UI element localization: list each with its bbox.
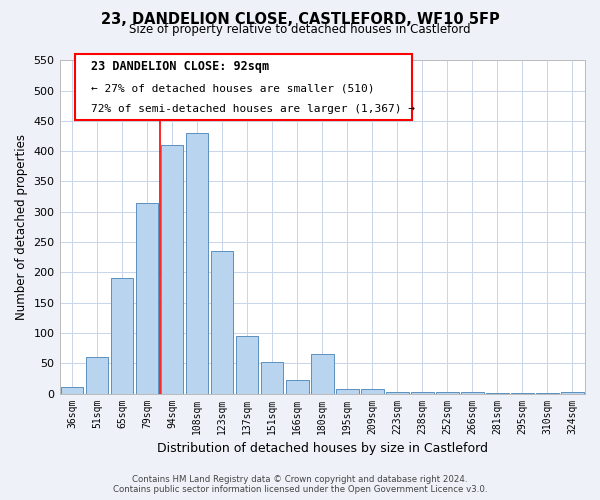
Bar — [211, 251, 233, 394]
Text: Size of property relative to detached houses in Castleford: Size of property relative to detached ho… — [129, 22, 471, 36]
Bar — [236, 336, 259, 394]
Bar — [536, 393, 559, 394]
Bar — [561, 392, 584, 394]
Bar — [311, 354, 334, 394]
Text: 23 DANDELION CLOSE: 92sqm: 23 DANDELION CLOSE: 92sqm — [91, 60, 269, 73]
Bar — [61, 388, 83, 394]
Bar — [261, 362, 283, 394]
Bar — [161, 145, 184, 394]
Bar — [461, 392, 484, 394]
Bar — [186, 133, 208, 394]
Text: 23, DANDELION CLOSE, CASTLEFORD, WF10 5FP: 23, DANDELION CLOSE, CASTLEFORD, WF10 5F… — [101, 12, 499, 28]
Y-axis label: Number of detached properties: Number of detached properties — [15, 134, 28, 320]
Text: Contains HM Land Registry data © Crown copyright and database right 2024.
Contai: Contains HM Land Registry data © Crown c… — [113, 474, 487, 494]
Bar — [86, 357, 109, 394]
Bar — [486, 393, 509, 394]
Bar — [436, 392, 458, 394]
Text: 72% of semi-detached houses are larger (1,367) →: 72% of semi-detached houses are larger (… — [91, 104, 415, 114]
Bar — [286, 380, 308, 394]
Text: ← 27% of detached houses are smaller (510): ← 27% of detached houses are smaller (51… — [91, 84, 374, 94]
Bar — [411, 392, 434, 394]
Bar — [336, 388, 359, 394]
X-axis label: Distribution of detached houses by size in Castleford: Distribution of detached houses by size … — [157, 442, 488, 455]
Bar — [136, 202, 158, 394]
Bar — [386, 392, 409, 394]
Bar — [511, 393, 534, 394]
Bar — [111, 278, 133, 394]
Bar — [361, 388, 383, 394]
FancyBboxPatch shape — [76, 54, 412, 120]
